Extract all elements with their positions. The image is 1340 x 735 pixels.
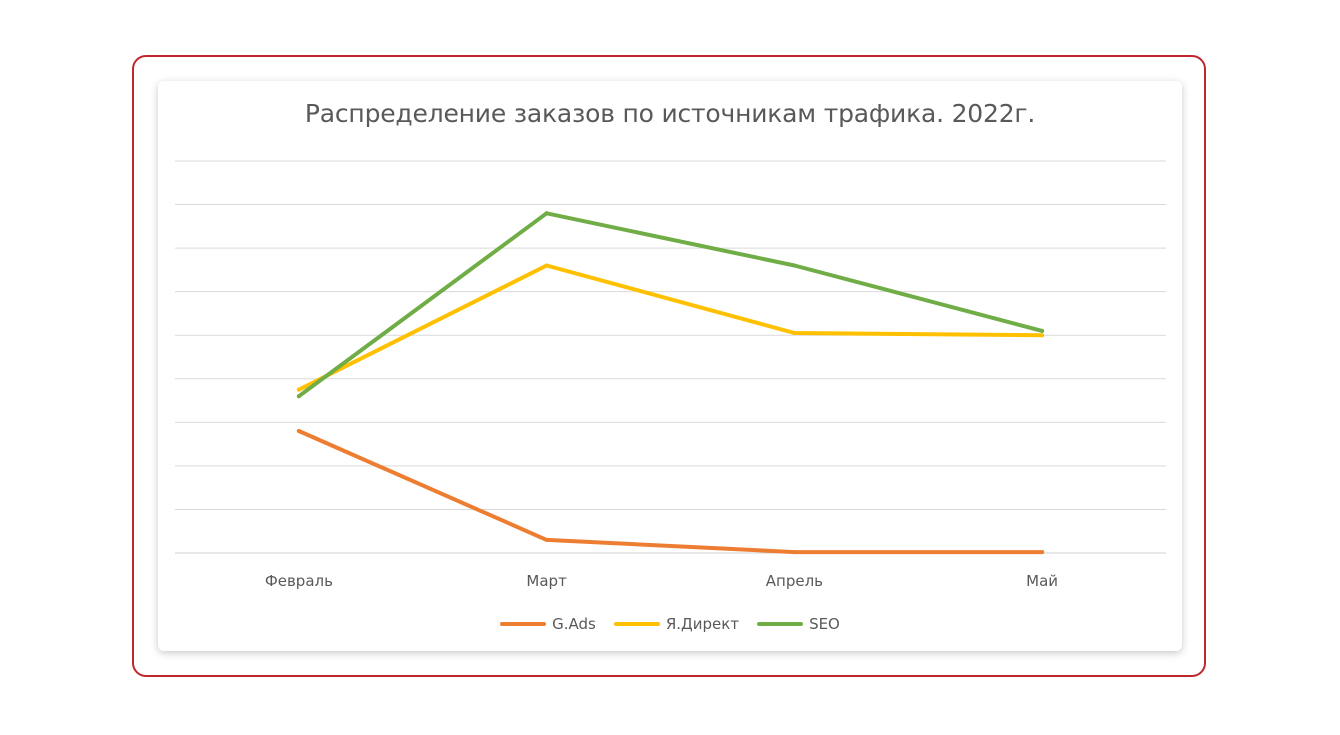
data-point [792, 263, 797, 268]
data-point [296, 429, 301, 434]
legend-item: Я.Директ [613, 615, 740, 633]
chart-card: Распределение заказов по источникам траф… [158, 81, 1182, 651]
x-tick-label: Февраль [265, 572, 333, 590]
data-point [544, 211, 549, 216]
legend-label: G.Ads [552, 615, 596, 633]
legend-swatch [500, 622, 547, 626]
line-chart-plot: Февраль Март Апрель Май [175, 160, 1166, 590]
legend-item: G.Ads [500, 615, 596, 633]
chart-title: Распределение заказов по источникам траф… [304, 99, 1036, 128]
data-point [1040, 333, 1045, 338]
legend-swatch [757, 622, 804, 626]
data-point [1040, 550, 1045, 555]
series-line-0 [296, 429, 1045, 555]
legend-swatch [613, 622, 660, 626]
x-tick-label: Апрель [766, 572, 823, 590]
series-line-2 [296, 211, 1045, 399]
data-point [792, 331, 797, 336]
grid-lines [175, 160, 1166, 554]
data-point [296, 387, 301, 392]
data-point [544, 263, 549, 268]
x-axis-labels: Февраль Март Апрель Май [265, 572, 1058, 590]
legend-label: Я.Директ [665, 615, 740, 633]
legend-item: SEO [757, 615, 840, 633]
series-line-1 [296, 263, 1045, 392]
chart-legend: G.Ads Я.Директ SEO [158, 615, 1182, 633]
series-lines [296, 211, 1045, 555]
x-tick-label: Май [1026, 572, 1058, 590]
legend-label: SEO [809, 615, 840, 633]
data-point [296, 394, 301, 399]
data-point [792, 550, 797, 555]
outer-frame [132, 55, 1206, 677]
x-tick-label: Март [526, 572, 567, 590]
data-point [1040, 328, 1045, 333]
data-point [544, 537, 549, 542]
